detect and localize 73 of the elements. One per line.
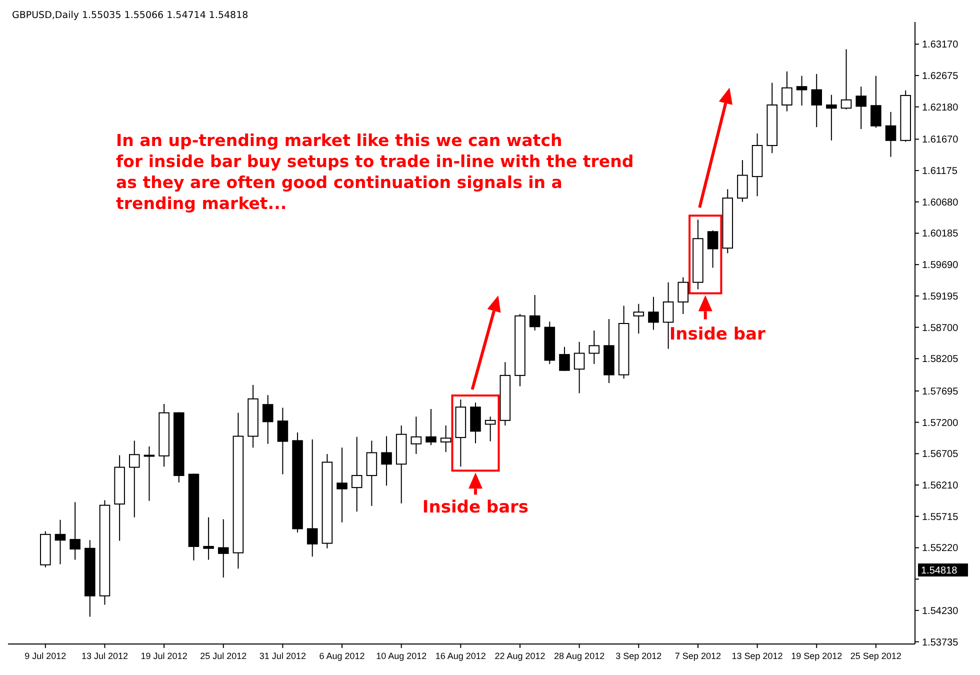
y-tick-label: 1.59690 (922, 260, 959, 272)
y-tick-label: 1.58700 (922, 322, 959, 334)
y-tick-label: 1.53735 (922, 637, 959, 648)
candlestick (203, 516, 214, 560)
candlestick (351, 436, 362, 512)
y-tick-label: 1.57695 (922, 386, 959, 398)
y-tick-label: 1.55220 (922, 543, 959, 554)
x-tick-label: 6 Aug 2012 (319, 651, 365, 661)
y-tick-label: 1.60185 (922, 228, 959, 240)
candlestick (559, 346, 570, 372)
candlestick (218, 518, 229, 578)
x-tick-label: 13 Sep 2012 (732, 651, 783, 661)
candlestick (129, 440, 140, 518)
candlestick (262, 394, 274, 444)
x-tick-label: 25 Sep 2012 (850, 651, 902, 661)
x-tick-label: 31 Jul 2012 (259, 651, 306, 661)
y-tick-label: 1.54230 (922, 606, 959, 617)
candlestick (737, 160, 748, 202)
y-tick-label: 1.63170 (922, 40, 959, 51)
candlestick (678, 276, 689, 314)
candlestick (366, 440, 378, 506)
x-tick-label: 3 Sep 2012 (616, 651, 662, 661)
candlestick (54, 519, 66, 565)
x-tick-label: 10 Aug 2012 (376, 651, 427, 661)
x-tick-label: 13 Jul 2012 (81, 651, 128, 661)
y-tick-label: 1.56705 (922, 449, 959, 460)
candlestick (440, 424, 452, 453)
candlestick (870, 75, 882, 128)
candlestick (840, 48, 852, 110)
candlestick (306, 438, 318, 558)
candlestick (70, 502, 80, 560)
y-tick-label: 1.62180 (922, 102, 959, 114)
candlestick (707, 230, 718, 268)
y-tick-label: 1.55715 (922, 512, 959, 523)
annotation: In an up-trending market like this we can watch for inside bar buy setups to trade in-line with the trend as they are often good continuation signals in a trending market... (116, 131, 634, 213)
candlestick (885, 111, 896, 158)
candlestick (484, 416, 496, 442)
x-tick-label: 25 Jul 2012 (200, 651, 247, 661)
candlestick (856, 86, 866, 130)
candlestick (144, 446, 155, 502)
y-tick-label: 1.62675 (922, 71, 959, 82)
x-tick-label: 22 Aug 2012 (494, 651, 546, 661)
y-tick-label: 1.57200 (922, 418, 959, 429)
text: 1.54818 (921, 565, 958, 576)
candlestick (381, 436, 392, 486)
candlestick (796, 75, 808, 106)
x-tick-label: 16 Aug 2012 (435, 651, 486, 661)
y-tick-label: 1.59195 (922, 291, 959, 302)
candlestick (826, 94, 837, 141)
x-tick-label: 9 Jul 2012 (24, 651, 66, 661)
candlestick (277, 407, 288, 475)
chart-title: GBPUSD,Daily 1.55035 1.55066 1.54714 1.54818 (12, 10, 248, 21)
y-tick-label: 1.61670 (922, 134, 959, 146)
candlestick (648, 296, 659, 330)
y-tick-label: 1.61175 (922, 166, 958, 178)
y-tick-label: 1.60680 (922, 197, 959, 208)
candlestick (633, 303, 644, 334)
candlestick (529, 294, 540, 331)
candlestick (574, 341, 585, 394)
candlestick (782, 70, 792, 112)
x-tick-label: 7 Sep 2012 (674, 651, 721, 661)
candlestick (336, 447, 348, 523)
annotation: Inside bar (669, 324, 766, 344)
y-tick-label: 1.56210 (922, 480, 959, 492)
candlestick (588, 330, 600, 365)
annotation: Inside bars (422, 498, 529, 518)
x-tick-label: 28 Aug 2012 (554, 651, 605, 661)
candlestick (811, 73, 822, 128)
x-tick-label: 19 Jul 2012 (140, 651, 188, 661)
candlestick (410, 416, 422, 454)
x-tick-label: 19 Sep 2012 (791, 651, 842, 661)
y-tick-label: 1.58205 (922, 354, 959, 366)
candlestick (426, 408, 436, 446)
